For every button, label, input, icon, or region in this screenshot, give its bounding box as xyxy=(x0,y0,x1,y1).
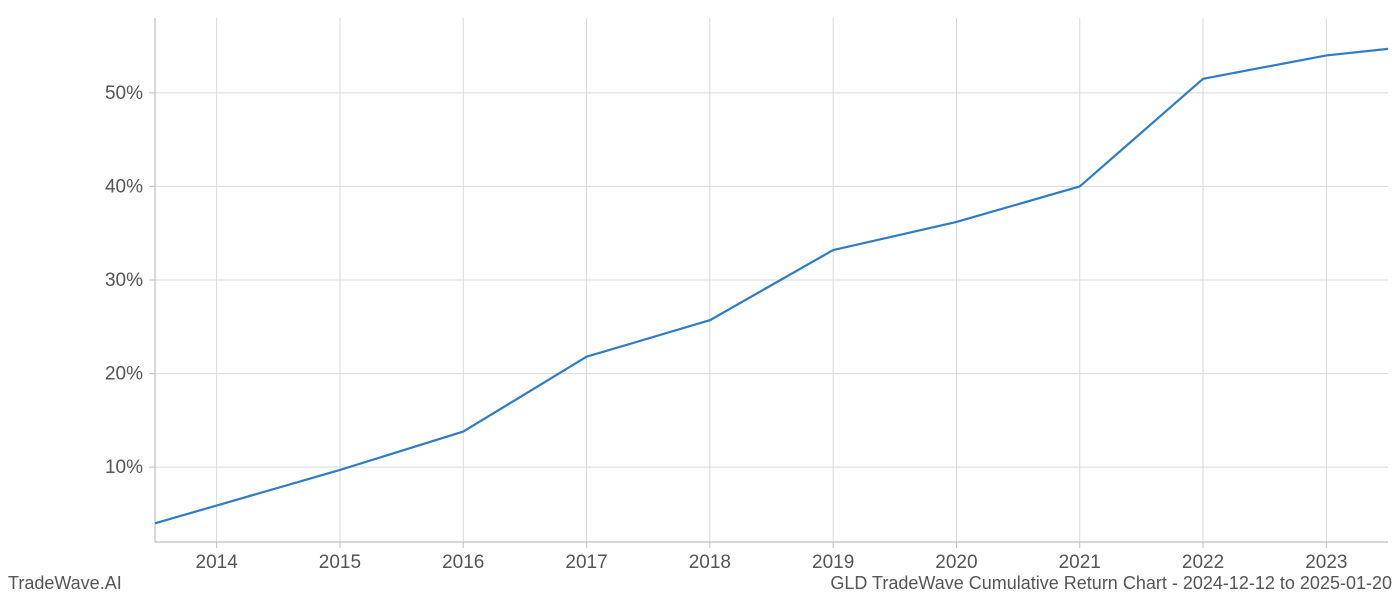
svg-text:2020: 2020 xyxy=(935,552,977,573)
footer-caption: GLD TradeWave Cumulative Return Chart - … xyxy=(830,573,1392,594)
svg-text:50%: 50% xyxy=(105,83,143,104)
svg-text:30%: 30% xyxy=(105,270,143,291)
svg-text:10%: 10% xyxy=(105,457,143,478)
svg-text:2017: 2017 xyxy=(565,552,607,573)
svg-text:2021: 2021 xyxy=(1059,552,1101,573)
svg-text:2019: 2019 xyxy=(812,552,854,573)
footer-brand: TradeWave.AI xyxy=(8,573,122,594)
svg-text:2016: 2016 xyxy=(442,552,484,573)
chart-svg: 2014 2015 2016 2017 2018 2019 2020 2021 2022 2023… xyxy=(0,0,1400,600)
svg-text:20%: 20% xyxy=(105,364,143,385)
svg-text:2023: 2023 xyxy=(1305,552,1347,573)
return-chart: 2014 2015 2016 2017 2018 2019 2020 2021 2022 2023… xyxy=(0,0,1400,600)
svg-text:40%: 40% xyxy=(105,176,143,197)
svg-text:2014: 2014 xyxy=(196,552,239,573)
svg-text:2015: 2015 xyxy=(319,552,361,573)
svg-text:2018: 2018 xyxy=(689,552,731,573)
svg-text:2022: 2022 xyxy=(1182,552,1224,573)
